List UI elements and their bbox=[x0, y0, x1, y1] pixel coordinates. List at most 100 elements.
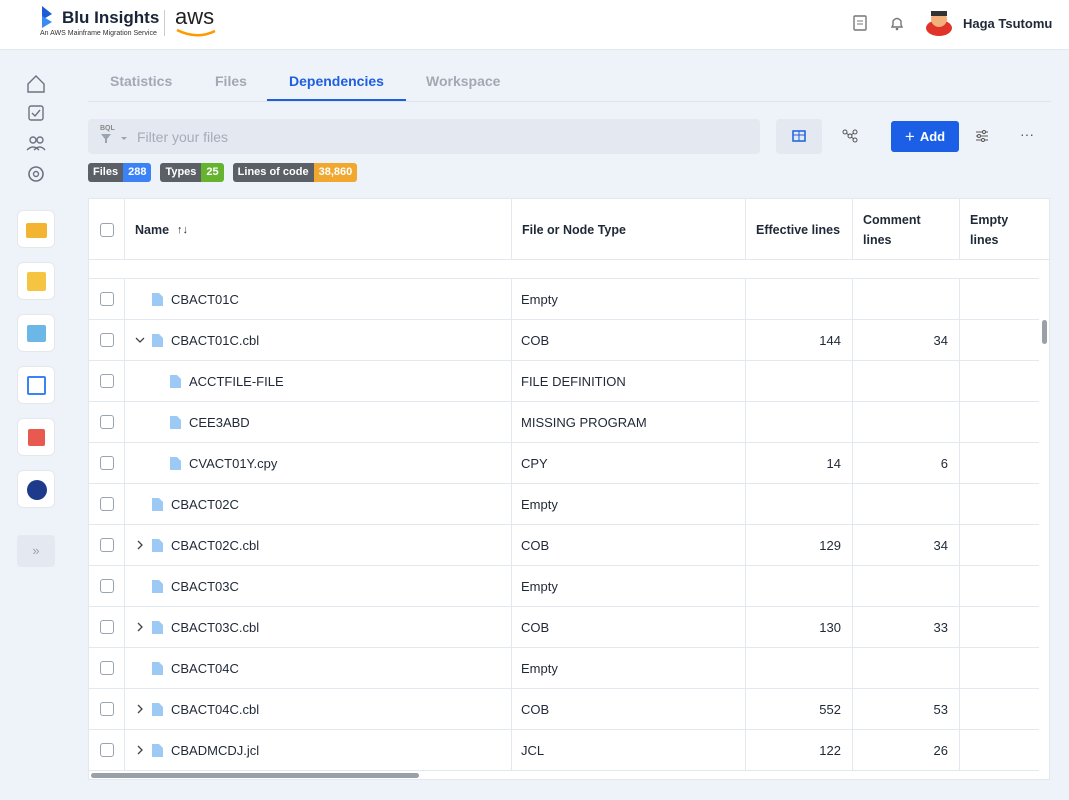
cell-border bbox=[852, 443, 853, 484]
stat-value: 25 bbox=[201, 163, 224, 182]
column-header[interactable]: File or Node Type bbox=[511, 199, 745, 260]
row-checkbox[interactable] bbox=[100, 456, 114, 470]
add-button[interactable]: + Add bbox=[891, 121, 959, 152]
sort-icon[interactable]: ↑↓ bbox=[177, 223, 189, 236]
table-row[interactable]: ACCTFILE-FILE FILE DEFINITION bbox=[89, 361, 1039, 402]
more-button[interactable]: ··· bbox=[1020, 126, 1034, 142]
horizontal-scrollbar[interactable] bbox=[91, 773, 419, 778]
cell-border bbox=[511, 730, 512, 771]
cell-border bbox=[511, 443, 512, 484]
column-header[interactable]: Effective lines bbox=[745, 199, 852, 260]
table-row[interactable]: CBADMCDJ.jcl JCL 122 26 bbox=[89, 730, 1039, 771]
file-name[interactable]: CBACT04C bbox=[171, 661, 239, 676]
nav-tasks[interactable] bbox=[28, 105, 44, 121]
cell-border bbox=[959, 730, 960, 771]
effective-lines: 144 bbox=[819, 333, 841, 348]
file-icon bbox=[152, 662, 163, 675]
table-row[interactable]: CEE3ABD MISSING PROGRAM bbox=[89, 402, 1039, 443]
graph-view-button[interactable] bbox=[842, 129, 858, 143]
row-expander[interactable] bbox=[134, 333, 146, 347]
table-row[interactable]: CBACT03C Empty bbox=[89, 566, 1039, 607]
file-name[interactable]: CBADMCDJ.jcl bbox=[171, 743, 260, 758]
cell-border bbox=[124, 484, 125, 525]
user-name[interactable]: Haga Tsutomu bbox=[963, 16, 1053, 31]
table-row[interactable]: CBACT04C Empty bbox=[89, 648, 1039, 689]
tab[interactable]: Files bbox=[215, 73, 247, 89]
tab[interactable]: Workspace bbox=[426, 73, 501, 89]
row-checkbox[interactable] bbox=[100, 702, 114, 716]
table-row[interactable]: CBACT02C Empty bbox=[89, 484, 1039, 525]
row-checkbox[interactable] bbox=[100, 620, 114, 634]
app-charts[interactable] bbox=[17, 314, 55, 352]
cell-border bbox=[124, 443, 125, 484]
nav-home[interactable] bbox=[27, 75, 45, 93]
file-name[interactable]: CBACT04C.cbl bbox=[171, 702, 260, 717]
cell-border bbox=[852, 566, 853, 607]
notifications-button[interactable] bbox=[889, 15, 905, 31]
row-checkbox[interactable] bbox=[100, 538, 114, 552]
nav-settings[interactable] bbox=[28, 166, 44, 182]
row-expander[interactable] bbox=[134, 620, 146, 634]
row-checkbox[interactable] bbox=[100, 497, 114, 511]
select-all-checkbox[interactable] bbox=[100, 223, 114, 237]
file-name[interactable]: CVACT01Y.cpy bbox=[189, 456, 278, 471]
table-row[interactable]: CBACT03C.cbl COB 130 33 bbox=[89, 607, 1039, 648]
row-checkbox[interactable] bbox=[100, 743, 114, 757]
row-checkbox[interactable] bbox=[100, 661, 114, 675]
table-row[interactable]: CBACT01C Empty bbox=[89, 279, 1039, 320]
file-icon bbox=[152, 621, 163, 634]
add-label: Add bbox=[919, 129, 946, 144]
app-globe[interactable] bbox=[17, 470, 55, 508]
table-row[interactable]: CBACT02C.cbl COB 129 34 bbox=[89, 525, 1039, 566]
file-name[interactable]: CBACT02C.cbl bbox=[171, 538, 260, 553]
table-row[interactable]: CBACT01C.cbl COB 144 34 bbox=[89, 320, 1039, 361]
app-calendar[interactable] bbox=[17, 366, 55, 404]
tab[interactable]: Statistics bbox=[110, 73, 173, 89]
row-checkbox[interactable] bbox=[100, 415, 114, 429]
app-files[interactable] bbox=[17, 210, 55, 248]
comment-lines: 53 bbox=[933, 702, 948, 717]
settings-button[interactable] bbox=[975, 130, 989, 142]
file-name[interactable]: ACCTFILE-FILE bbox=[189, 374, 284, 389]
row-checkbox[interactable] bbox=[100, 292, 114, 306]
file-name[interactable]: CBACT03C bbox=[171, 579, 239, 594]
tab[interactable]: Dependencies bbox=[267, 62, 406, 101]
file-name[interactable]: CBACT02C bbox=[171, 497, 239, 512]
row-expander[interactable] bbox=[134, 538, 146, 552]
filter-input[interactable]: BQL Filter your files bbox=[88, 119, 760, 154]
row-checkbox[interactable] bbox=[100, 333, 114, 347]
cell-border bbox=[124, 730, 125, 771]
nav-users[interactable] bbox=[29, 136, 37, 144]
row-expander[interactable] bbox=[134, 743, 146, 757]
row-checkbox[interactable] bbox=[100, 374, 114, 388]
node-type: Empty bbox=[521, 661, 558, 676]
app-dashboard[interactable] bbox=[17, 418, 55, 456]
table-row[interactable]: CVACT01Y.cpy CPY 14 6 bbox=[89, 443, 1039, 484]
cell-border bbox=[124, 402, 125, 443]
cell-border bbox=[745, 361, 746, 402]
cell-border bbox=[852, 730, 853, 771]
row-checkbox[interactable] bbox=[100, 579, 114, 593]
file-name[interactable]: CBACT01C.cbl bbox=[171, 333, 260, 348]
notes-button[interactable] bbox=[852, 15, 868, 31]
app-notes[interactable] bbox=[17, 262, 55, 300]
file-name[interactable]: CBACT01C bbox=[171, 292, 239, 307]
column-header[interactable]: Comment lines bbox=[852, 199, 959, 260]
node-type: COB bbox=[521, 333, 550, 348]
table-row[interactable]: CBACT04C.cbl COB 552 53 bbox=[89, 689, 1039, 730]
cell-border bbox=[852, 361, 853, 402]
row-expander[interactable] bbox=[134, 702, 146, 716]
expand-sidebar[interactable]: » bbox=[17, 535, 55, 567]
table-view-button[interactable] bbox=[776, 119, 822, 154]
cell-border bbox=[124, 525, 125, 566]
avatar[interactable] bbox=[924, 8, 954, 38]
file-name[interactable]: CBACT03C.cbl bbox=[171, 620, 260, 635]
column-header[interactable]: Empty lines bbox=[959, 199, 1039, 260]
comment-lines: 6 bbox=[940, 456, 948, 471]
column-header[interactable]: Name ↑↓ bbox=[124, 199, 511, 260]
file-name[interactable]: CEE3ABD bbox=[189, 415, 250, 430]
vertical-scrollbar[interactable] bbox=[1042, 320, 1047, 344]
cell-border bbox=[852, 320, 853, 361]
add-icon: + bbox=[904, 126, 915, 146]
